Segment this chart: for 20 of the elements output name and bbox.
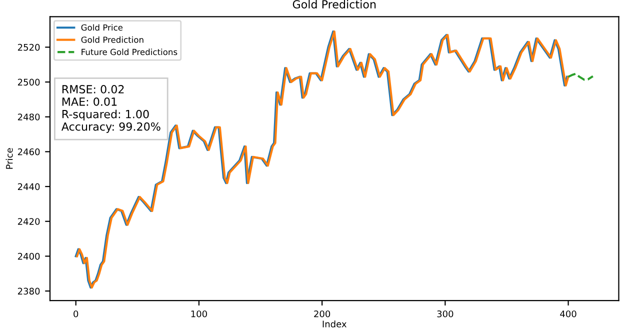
x-tick-label: 0 — [74, 310, 78, 318]
y-tick-label: 2400 — [18, 252, 40, 260]
legend-label: Gold Price — [81, 24, 123, 31]
chart-title: Gold Prediction — [292, 0, 376, 9]
y-axis-title: Price — [6, 148, 13, 169]
x-tick-label: 100 — [191, 310, 207, 318]
y-tick-label: 2460 — [18, 148, 40, 156]
legend-label: Gold Prediction — [81, 36, 144, 43]
y-tick-label: 2520 — [18, 44, 40, 51]
x-tick-label: 200 — [314, 310, 330, 318]
x-tick-label: 400 — [560, 310, 576, 318]
y-tick-label: 2380 — [18, 288, 40, 295]
y-tick-label: 2480 — [18, 114, 40, 120]
x-axis-title: Index — [322, 320, 347, 328]
x-tick-label: 300 — [437, 310, 454, 318]
y-tick-label: 2500 — [18, 78, 40, 86]
y-tick-label: 2440 — [18, 183, 40, 190]
annotation: RMSE: 0.02 MAE: 0.01 R-squared: 1.00 Accuracy: 99.20% — [61, 85, 160, 133]
legend-label: Future Gold Predictions — [82, 48, 178, 56]
y-tick-label: 2420 — [18, 218, 40, 225]
